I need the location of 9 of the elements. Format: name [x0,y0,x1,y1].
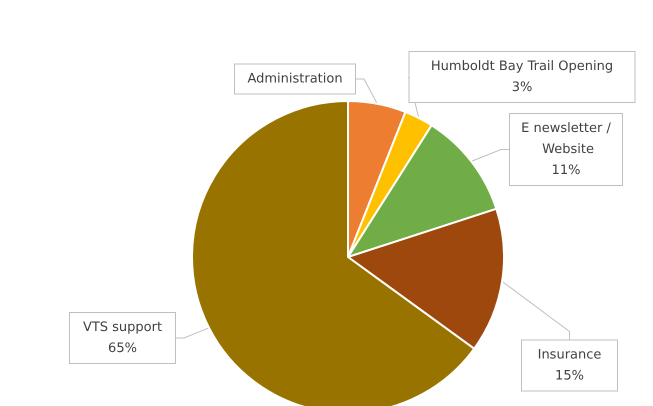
slice-label: E newsletter / Website [521,121,612,157]
data-label: 11% [552,163,580,178]
data-label: 65% [108,341,137,356]
data-label: 3% [512,80,532,95]
data-label: 15% [555,368,584,384]
slice-label: Humboldt Bay Trail Opening [430,59,614,74]
slice-label: VTS support [82,320,162,335]
slice-label: Administration [247,72,343,86]
slice-label: Insurance [538,348,602,362]
